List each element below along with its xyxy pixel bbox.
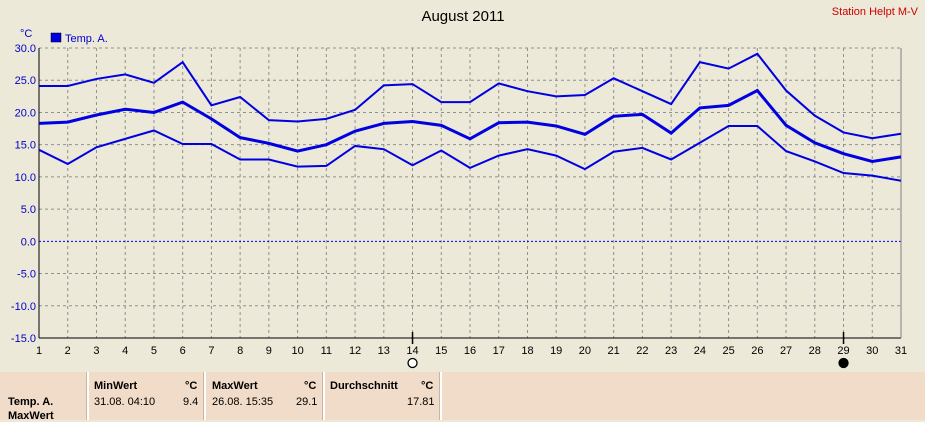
x-tick-label: 10: [291, 345, 303, 357]
x-tick-label: 20: [579, 345, 591, 357]
series-line-min: [38, 124, 902, 182]
x-tick-label: 9: [266, 345, 272, 357]
x-tick-label: 31: [895, 345, 907, 357]
chart-title: August 2011: [421, 8, 504, 25]
min-cell: MinWert °C 31.08. 04:10 9.4: [89, 372, 203, 420]
x-tick-label: 3: [93, 345, 99, 357]
x-tick-label: 4: [122, 345, 128, 357]
stats-label-cell: Temp. A. MaxWert: [0, 372, 86, 422]
y-tick-label: 15.0: [15, 140, 36, 152]
stats-divider: [86, 372, 89, 420]
y-tick-label: 25.0: [15, 75, 36, 87]
x-tick-label: 27: [780, 345, 792, 357]
min-unit: °C: [185, 380, 198, 392]
station-label: Station Helpt M-V: [832, 6, 919, 18]
min-time: 31.08. 04:10: [94, 396, 156, 408]
x-tick-label: 29: [837, 345, 849, 357]
stats-divider: [203, 372, 206, 420]
x-tick-label: 21: [608, 345, 620, 357]
x-tick-label: 16: [464, 345, 476, 357]
avg-cell: Durchschnitt °C 17.81: [325, 372, 439, 420]
x-tick-label: 1: [36, 345, 42, 357]
x-tick-label: 26: [751, 345, 763, 357]
series-line-max: [39, 52, 902, 140]
max-header: MaxWert: [212, 380, 258, 392]
x-tick-label: 19: [550, 345, 562, 357]
stats-divider: [439, 372, 442, 420]
y-tick-label: -5.0: [17, 269, 36, 281]
stats-divider: [322, 372, 325, 420]
new-moon-icon: [838, 357, 849, 369]
avg-header: Durchschnitt: [330, 380, 398, 392]
y-tick-label: 30.0: [15, 43, 36, 55]
x-tick-label: 18: [521, 345, 533, 357]
y-unit-label: °C: [20, 28, 32, 40]
x-tick-label: 13: [378, 345, 390, 357]
x-tick-label: 25: [722, 345, 734, 357]
max-cell: MaxWert °C 26.08. 15:35 29.1: [206, 372, 322, 420]
max-value: 29.1: [296, 396, 318, 408]
y-tick-label: -15.0: [11, 333, 36, 345]
x-tick-label: 8: [237, 345, 243, 357]
y-tick-label: 0.0: [21, 236, 36, 248]
y-tick-label: 5.0: [21, 204, 36, 216]
y-tick-label: 20.0: [15, 107, 36, 119]
x-tick-label: 14: [406, 345, 418, 357]
min-value: 9.4: [183, 396, 199, 408]
stats-row-label: Temp. A.: [8, 396, 54, 408]
x-tick-label: 28: [809, 345, 821, 357]
x-tick-label: 30: [866, 345, 878, 357]
max-time: 26.08. 15:35: [212, 396, 274, 408]
x-tick-label: 24: [694, 345, 706, 357]
x-tick-label: 5: [151, 345, 157, 357]
series-line-avg: [38, 88, 902, 163]
x-tick-label: 6: [180, 345, 186, 357]
y-tick-label: 10.0: [15, 172, 36, 184]
x-tick-label: 7: [208, 345, 214, 357]
x-tick-label: 15: [435, 345, 447, 357]
legend-label: Temp. A.: [65, 33, 108, 45]
avg-unit: °C: [421, 380, 434, 392]
x-tick-label: 17: [493, 345, 505, 357]
y-tick-label: -10.0: [11, 301, 36, 313]
stats-row-label-2: MaxWert: [8, 410, 54, 422]
stats-panel: Temp. A. MaxWert MinWert °C 31.08. 04:10…: [0, 372, 925, 422]
x-tick-label: 11: [321, 345, 332, 357]
legend-swatch: [50, 32, 62, 43]
x-tick-label: 12: [349, 345, 361, 357]
x-tick-label: 2: [65, 345, 71, 357]
x-tick-label: 22: [636, 345, 648, 357]
avg-value: 17.81: [407, 396, 435, 408]
full-moon-icon: [407, 357, 418, 369]
min-header: MinWert: [94, 380, 138, 392]
max-unit: °C: [304, 380, 317, 392]
x-tick-label: 23: [665, 345, 677, 357]
temperature-chart: -15.0 -10.0 -5.0 0.0 5.0 10.0 15.0 20.0 25.0 30.0…: [11, 6, 919, 369]
